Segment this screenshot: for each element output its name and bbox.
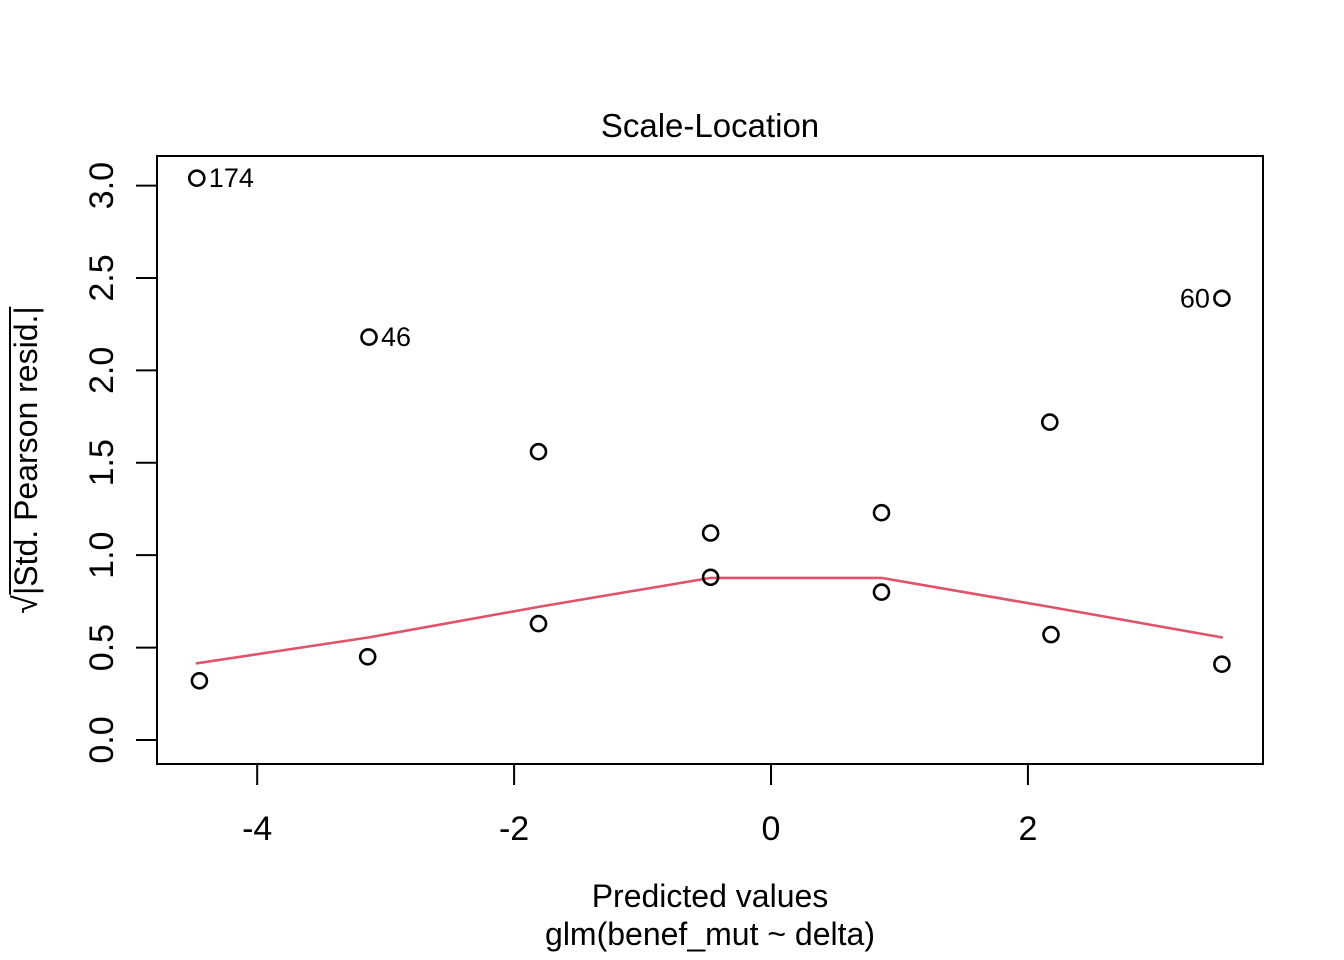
x-axis-label: Predicted values: [591, 878, 829, 914]
data-point: [529, 442, 548, 461]
data-point: [190, 671, 209, 690]
x-tick-label: 0: [762, 810, 781, 848]
data-point: [701, 524, 720, 542]
model-formula-label: glm(benef_mut ~ delta): [545, 916, 875, 952]
data-point: [358, 647, 377, 666]
y-tick-label: 0.5: [83, 624, 121, 671]
data-point: [1213, 655, 1231, 674]
x-tick-label: -2: [499, 810, 529, 848]
data-point: [1042, 625, 1060, 644]
data-point: [360, 328, 378, 346]
data-point: [872, 503, 891, 522]
sqrt-radical-glyph: √: [7, 595, 45, 614]
y-tick-label: 2.5: [83, 254, 121, 301]
data-point: [188, 169, 206, 187]
data-point: [872, 583, 891, 601]
plot-box: [156, 155, 1264, 765]
x-tick-label: 2: [1018, 810, 1037, 848]
point-id-label: 60: [1180, 283, 1210, 313]
smooth-line: [195, 576, 1224, 665]
data-point: [529, 614, 548, 633]
chart-title: Scale-Location: [600, 107, 820, 144]
x-tick-label: -4: [242, 810, 272, 848]
point-id-label: 46: [381, 322, 411, 352]
y-tick-label: 1.0: [83, 532, 121, 579]
y-axis-label-text: |Std. Pearson resid.|: [8, 306, 44, 596]
data-point: [1213, 289, 1231, 308]
data-point: [701, 568, 720, 587]
data-point: [1041, 413, 1059, 431]
point-id-label: 174: [209, 163, 254, 193]
y-tick-label: 1.5: [83, 439, 121, 486]
y-tick-label: 0.0: [83, 716, 121, 763]
y-tick-label: 3.0: [83, 162, 121, 209]
y-tick-label: 2.0: [83, 347, 121, 394]
